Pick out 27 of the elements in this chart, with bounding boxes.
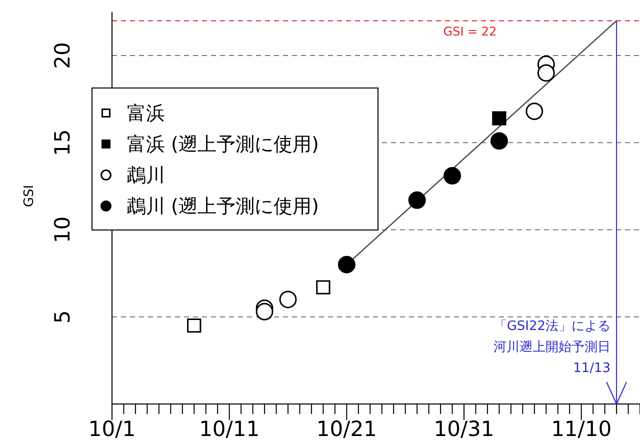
- ref-line-label: GSI = 22: [443, 24, 497, 39]
- x-tick-label: 10/11: [199, 417, 260, 442]
- legend-label: 富浜: [127, 102, 165, 125]
- y-tick-label: 15: [50, 129, 74, 156]
- point: [187, 318, 202, 333]
- point: [526, 102, 544, 120]
- x-tick-label: 10/21: [316, 417, 377, 442]
- y-tick-label: 20: [50, 42, 74, 69]
- point: [490, 132, 508, 150]
- y-tick-label: 5: [50, 310, 74, 324]
- x-tick-label: 11/10: [551, 417, 612, 442]
- point: [492, 111, 506, 126]
- x-tick-label: 10/1: [88, 417, 136, 442]
- ref-line-label: 「GSI22法」による河川遡上開始予測日11/13: [494, 319, 611, 376]
- point: [279, 290, 297, 308]
- point: [444, 167, 461, 184]
- point: [316, 280, 330, 294]
- legend-label: 鵡川: [127, 164, 165, 187]
- legend-label: 富浜 (遡上予測に使用): [127, 134, 319, 156]
- y-axis-title: GSI: [22, 184, 37, 208]
- point: [338, 256, 356, 274]
- point: [408, 191, 426, 209]
- x-tick-label: 10/31: [434, 417, 494, 442]
- legend-label: 鵡川 (遡上予測に使用): [127, 196, 319, 218]
- point: [256, 302, 274, 320]
- y-tick-label: 10: [50, 216, 74, 244]
- point: [537, 64, 555, 82]
